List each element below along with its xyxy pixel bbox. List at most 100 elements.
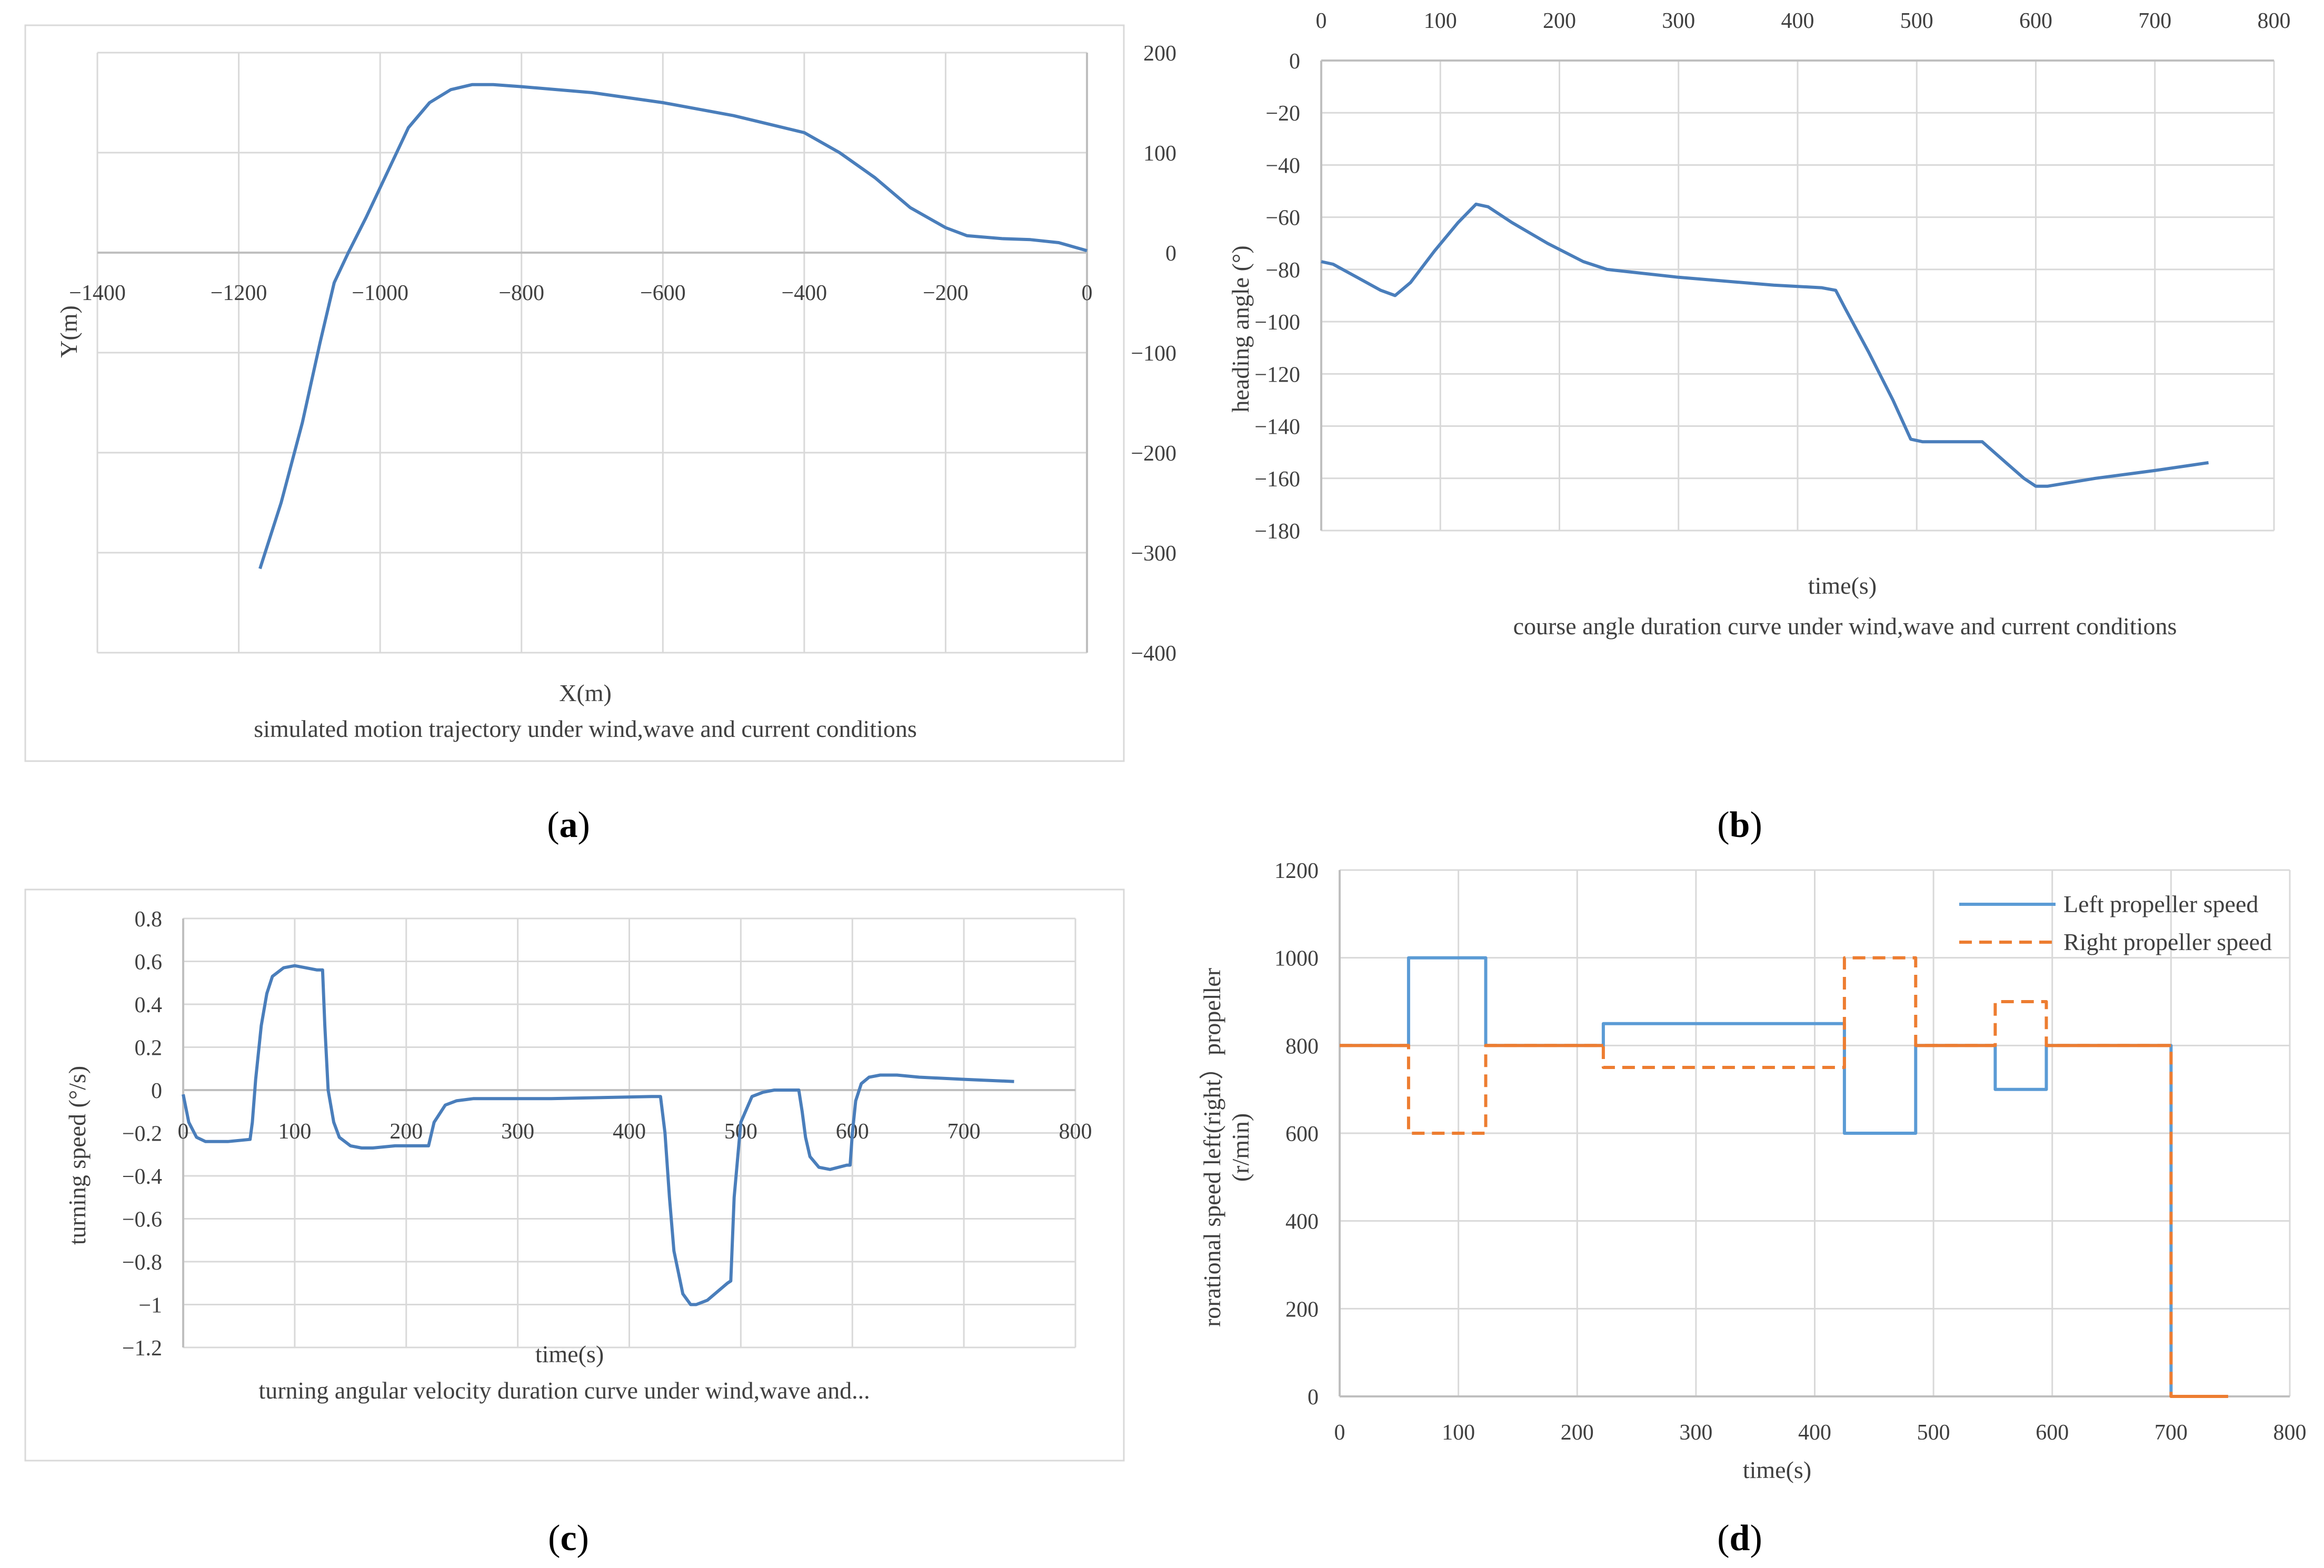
x-tick-label: 400 [613,1120,646,1144]
panel-d-xlabel: time(s) [1743,1456,1811,1483]
x-tick-label: 0 [1334,1421,1345,1445]
panel-a-chart: −1400 −1200 −1000 −800 −600 −400 −200 0 200 100 0 −… [24,24,1176,762]
y-tick-label: −180 [1254,520,1300,544]
y-tick-label: −60 [1265,206,1300,231]
x-tick-label: 300 [1679,1421,1712,1445]
y-tick-label: 0 [1308,1385,1319,1410]
y-tick-label: 600 [1285,1122,1319,1146]
x-tick-label: 700 [2138,9,2171,33]
panel-d-chart: 0 100 200 300 400 500 600 700 800 1200 1000 800 600 4… [1199,859,2307,1483]
legend-left-label: Left propeller speed [2063,891,2258,917]
panel-b-label: (b) [1717,805,1762,845]
panel-d-ylabel-line1: rorational speed left(right）propeller [1199,968,1225,1327]
x-tick-label: 700 [947,1120,981,1144]
panel-a-frame [24,24,1125,762]
panel-c-ylabel: turning speed (°/s) [64,1066,91,1245]
panel-a-tick-labels: −1400 −1200 −1000 −800 −600 −400 −200 0 200 100 0 −… [69,42,1176,666]
y-tick-label: −0.4 [122,1165,162,1189]
panel-a-gridlines [96,52,1088,654]
panel-a-label: (a) [547,805,590,845]
panel-a-caption: simulated motion trajectory under wind,w… [254,715,917,742]
y-tick-label: 0.4 [135,993,163,1017]
y-tick-label: 0.2 [135,1036,163,1061]
x-tick-label: −400 [782,281,827,305]
x-tick-label: 700 [2155,1421,2188,1445]
panel-b-series [1321,202,2209,488]
x-tick-label: 800 [1059,1120,1092,1144]
x-tick-label: 300 [1662,9,1695,33]
panel-c-chart: 0 100 200 300 400 500 600 700 8000.80.60.40.20−0… [24,888,1125,1462]
panel-d-ylabel-line2: (r/min) [1227,1113,1254,1182]
y-tick-label: −0.2 [122,1122,162,1146]
y-tick-label: −200 [1131,442,1176,466]
y-tick-label: −140 [1254,415,1300,440]
panel-d-axes [1339,870,2290,1397]
y-tick-label: 200 [1285,1297,1319,1322]
panel-a-axes [97,53,1088,653]
y-tick-label: 800 [1285,1034,1319,1058]
x-tick-label: −1200 [211,281,267,305]
series-line-turning-speed [182,964,1014,1306]
series-line-left-propeller-speed [1340,956,2228,1398]
series-line-heading [1321,202,2209,488]
y-tick-label: −0.6 [122,1208,162,1232]
panel-d-label: (d) [1717,1518,1762,1559]
x-tick-label: 100 [278,1120,311,1144]
y-tick-label: −20 [1265,102,1300,126]
x-tick-label: 300 [501,1120,534,1144]
panel-b-gridlines [1320,59,2275,532]
y-tick-label: 0 [151,1079,162,1103]
panel-c-xlabel: time(s) [535,1341,604,1367]
x-tick-label: 0 [1082,281,1093,305]
panel-d-series [1340,956,2228,1398]
x-tick-label: 600 [2036,1421,2069,1445]
x-tick-label: −1000 [352,281,408,305]
x-tick-label: 100 [1442,1421,1475,1445]
panel-a-xlabel: X(m) [559,680,612,706]
x-tick-label: 500 [1900,9,1933,33]
y-tick-label: 200 [1143,42,1176,66]
y-tick-label: 1000 [1274,947,1319,971]
panel-b-tick-labels: 0 100 200 300 400 500 600 700 800 0 −20 −40 −60 −80 −1… [1254,9,2290,544]
y-tick-label: 100 [1143,142,1176,166]
x-tick-label: −600 [640,281,686,305]
panel-b-ylabel: heading angle (°) [1227,245,1254,412]
y-tick-label: −0.8 [122,1251,162,1275]
y-tick-label: −100 [1254,311,1300,335]
series-line-trajectory [258,83,1088,570]
panel-a-ylabel: Y(m) [55,305,82,358]
x-tick-label: −800 [498,281,544,305]
y-tick-label: −100 [1131,342,1176,366]
x-tick-label: 500 [1917,1421,1950,1445]
y-tick-label: 0.6 [135,951,163,975]
x-tick-label: 200 [1561,1421,1594,1445]
panel-b-chart: 0 100 200 300 400 500 600 700 800 0 −20 −40 −60 −80 −1… [1227,9,2291,640]
y-tick-label: −120 [1254,363,1300,387]
panel-d-legend: Left propeller speed Right propeller spe… [1959,891,2272,955]
x-tick-label: 0 [178,1120,189,1144]
x-tick-label: 0 [1316,9,1327,33]
x-tick-label: 200 [390,1120,423,1144]
x-tick-label: 100 [1424,9,1457,33]
y-tick-label: 0.8 [135,907,163,932]
x-tick-label: 400 [1798,1421,1831,1445]
panel-c-axes [182,918,1075,1347]
y-tick-label: −40 [1265,154,1300,178]
y-tick-label: 0 [1165,242,1176,266]
legend-right-label: Right propeller speed [2063,928,2272,955]
panel-b-caption: course angle duration curve under wind,w… [1513,613,2177,640]
y-tick-label: 400 [1285,1210,1319,1234]
panel-c-label: (c) [548,1518,589,1559]
x-tick-label: 200 [1543,9,1576,33]
x-tick-label: 400 [1781,9,1814,33]
y-tick-label: −400 [1131,642,1176,666]
y-tick-label: −80 [1265,258,1300,283]
y-tick-label: 1200 [1274,859,1319,883]
x-tick-label: −200 [923,281,969,305]
panel-c-series [182,964,1014,1306]
y-tick-label: −1.2 [122,1336,162,1361]
x-tick-label: 800 [2258,9,2291,33]
y-tick-label: 0 [1289,49,1300,74]
panel-c-caption: turning angular velocity duration curve … [258,1377,870,1404]
